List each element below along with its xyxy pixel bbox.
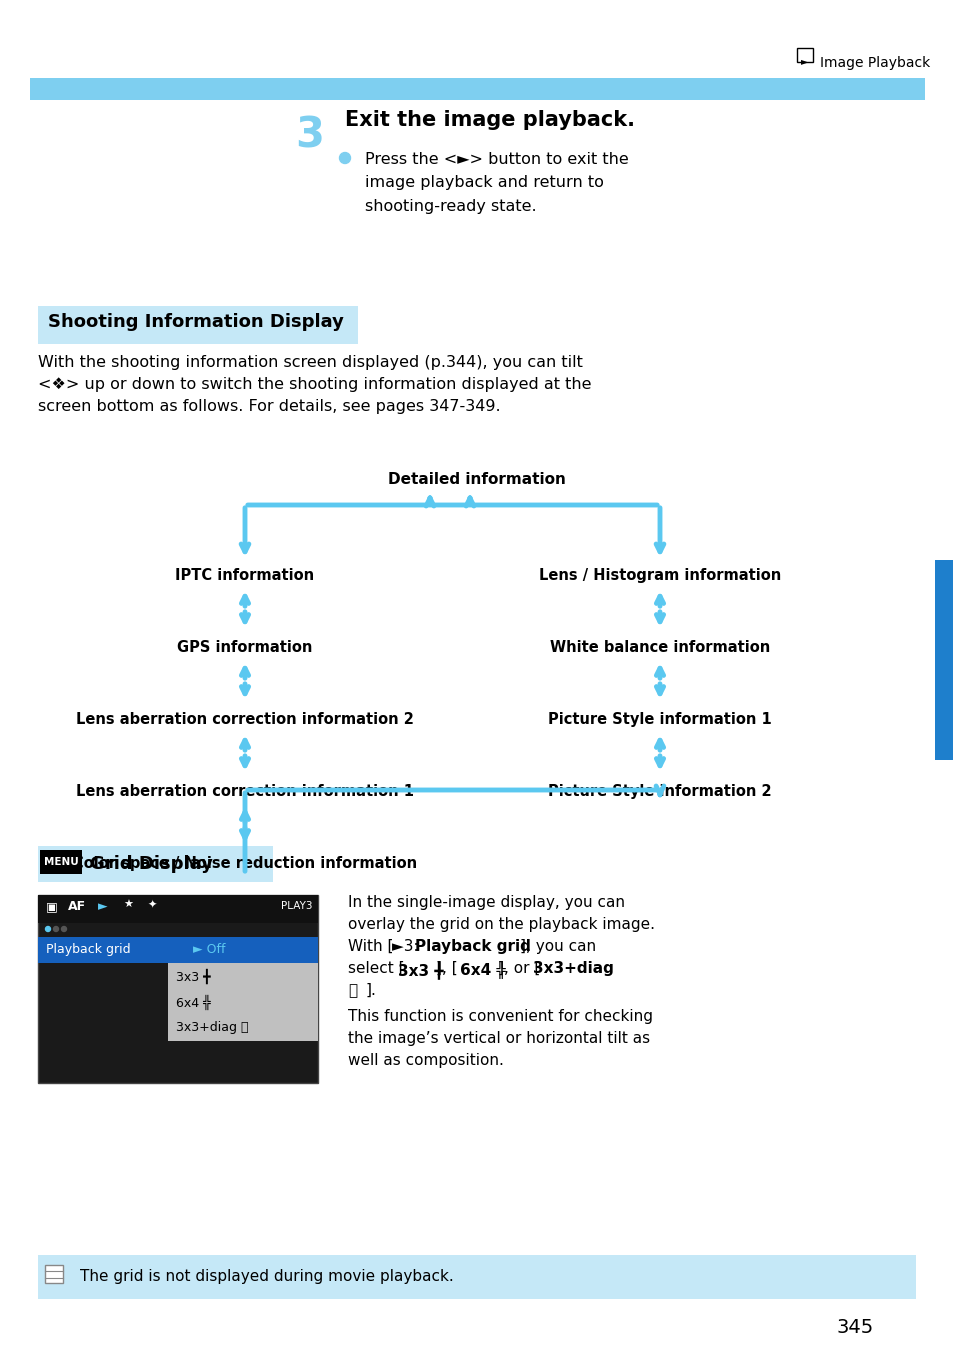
Text: Shooting Information Display: Shooting Information Display: [48, 313, 343, 331]
Text: Press the <►> button to exit the
image playback and return to
shooting-ready sta: Press the <►> button to exit the image p…: [365, 152, 628, 214]
Bar: [38, 937, 317, 963]
Text: Lens aberration correction information 2: Lens aberration correction information 2: [76, 712, 414, 728]
Circle shape: [46, 927, 51, 932]
Text: With [: With [: [348, 939, 393, 954]
Text: The grid is not displayed during movie playback.: The grid is not displayed during movie p…: [80, 1268, 454, 1284]
Text: ], or [: ], or [: [497, 960, 539, 976]
Text: MENU: MENU: [44, 857, 78, 868]
Text: Playback grid: Playback grid: [415, 939, 530, 954]
Text: IPTC information: IPTC information: [175, 568, 314, 582]
Text: select [: select [: [348, 960, 404, 976]
Text: ], [: ], [: [436, 960, 457, 976]
Text: Picture Style information 2: Picture Style information 2: [548, 784, 771, 799]
Text: 3x3 ╋: 3x3 ╋: [175, 968, 211, 985]
Text: PLAY3: PLAY3: [281, 901, 313, 911]
Text: 3: 3: [295, 116, 324, 157]
Bar: [38, 894, 317, 923]
Circle shape: [339, 152, 350, 164]
Circle shape: [61, 927, 67, 932]
Text: Color space / Noise reduction information: Color space / Noise reduction informatio…: [72, 855, 416, 872]
Text: With the shooting information screen displayed (p.344), you can tilt
<❖> up or d: With the shooting information screen dis…: [38, 355, 591, 414]
Text: ✦: ✦: [148, 900, 157, 911]
Bar: [796, 48, 812, 62]
Circle shape: [53, 927, 58, 932]
Text: ], you can: ], you can: [519, 939, 596, 954]
Text: Image Playback: Image Playback: [820, 56, 929, 70]
Bar: [38, 846, 273, 882]
Bar: [30, 78, 924, 100]
Text: ►3:: ►3:: [392, 939, 423, 954]
Bar: [40, 850, 82, 874]
Bar: [168, 963, 317, 1041]
Text: ►: ►: [801, 56, 808, 66]
Text: 6x4 ╬: 6x4 ╬: [459, 960, 505, 979]
Text: 6x4 ╬: 6x4 ╬: [175, 995, 211, 1010]
Text: ►: ►: [98, 900, 108, 913]
Text: 345: 345: [836, 1318, 873, 1337]
Text: Grid Display: Grid Display: [90, 855, 213, 873]
Text: White balance information: White balance information: [549, 640, 769, 655]
Text: ].: ].: [366, 983, 376, 998]
Text: Lens aberration correction information 1: Lens aberration correction information 1: [76, 784, 414, 799]
Text: ▣: ▣: [46, 900, 58, 913]
Text: ► Off: ► Off: [193, 943, 225, 956]
Text: Exit the image playback.: Exit the image playback.: [345, 110, 635, 130]
Bar: [38, 894, 317, 1083]
Text: well as composition.: well as composition.: [348, 1053, 503, 1068]
Text: GPS information: GPS information: [177, 640, 313, 655]
Text: 3x3+diag: 3x3+diag: [533, 960, 613, 976]
Text: Playback grid: Playback grid: [46, 943, 131, 956]
Text: Detailed information: Detailed information: [388, 472, 565, 487]
Bar: [45, 1266, 63, 1283]
Bar: [38, 1255, 915, 1299]
Text: 3x3 ╋: 3x3 ╋: [397, 960, 443, 979]
Text: Lens / Histogram information: Lens / Histogram information: [538, 568, 781, 582]
Text: Picture Style information 1: Picture Style information 1: [548, 712, 771, 728]
Text: In the single-image display, you can: In the single-image display, you can: [348, 894, 624, 911]
Text: ⧳: ⧳: [348, 983, 356, 998]
Bar: [934, 560, 953, 760]
Text: This function is convenient for checking: This function is convenient for checking: [348, 1009, 652, 1024]
Text: the image’s vertical or horizontal tilt as: the image’s vertical or horizontal tilt …: [348, 1032, 649, 1046]
Text: 3x3+diag ⧳: 3x3+diag ⧳: [175, 1021, 248, 1034]
Text: AF: AF: [68, 900, 86, 913]
Text: overlay the grid on the playback image.: overlay the grid on the playback image.: [348, 917, 655, 932]
Bar: [38, 307, 357, 344]
Text: ★: ★: [123, 900, 132, 911]
